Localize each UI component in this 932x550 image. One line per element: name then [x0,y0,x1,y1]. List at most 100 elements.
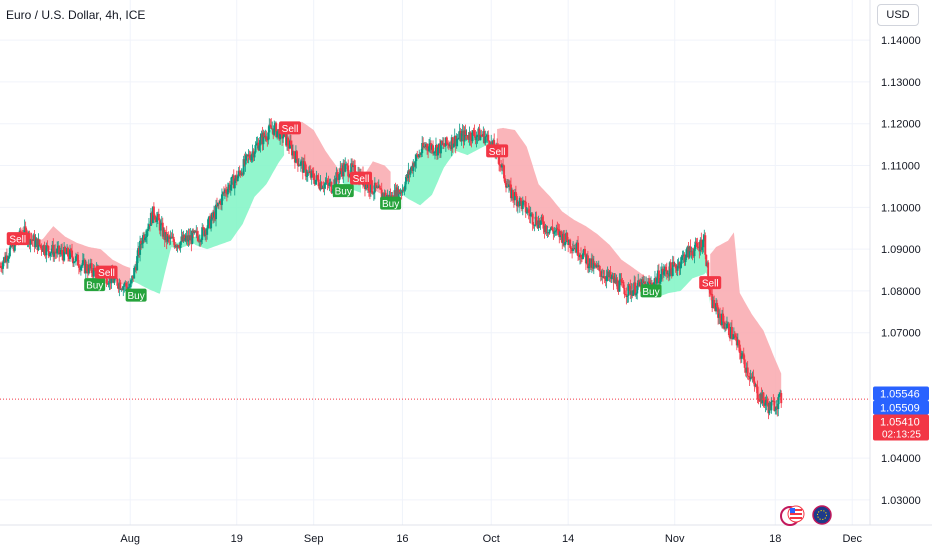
candle [723,315,726,330]
x-tick-label: Nov [665,533,685,545]
candle [487,130,490,142]
candle [555,224,558,236]
candle [676,259,679,277]
candle [53,244,56,262]
candle [71,256,74,267]
candle [79,264,82,276]
buy-signal[interactable]: Buy [332,184,354,198]
buy-signal[interactable]: Buy [125,288,147,303]
candle [674,263,677,273]
sell-signal[interactable]: Sell [350,171,373,186]
ideas-icons[interactable] [780,505,832,526]
candle [418,149,421,158]
candle [63,242,66,262]
candle [749,369,752,382]
candle [255,136,258,146]
trend-band-up [390,134,498,206]
candle [92,264,95,281]
candle [618,273,621,292]
candle [422,137,425,150]
x-tick-label: Aug [120,533,140,545]
x-tick-label: 18 [769,533,781,545]
candle [725,316,728,330]
price-label-text: 1.05546 [880,388,920,400]
candle [207,217,210,230]
candle [766,396,769,407]
candle [713,295,716,309]
candle [157,208,160,221]
eu-flag-icon[interactable] [812,505,832,525]
signal-label: Sell [282,124,299,135]
candle [592,255,595,275]
candle [732,327,735,340]
candle [323,182,326,196]
sell-signal[interactable]: Sell [95,265,118,280]
candle [777,394,780,417]
candle [455,133,458,149]
price-axis[interactable]: 1.14000 1.13000 1.12000 1.11000 1.10000 1.090… [881,35,921,507]
signal-label: Buy [382,199,399,210]
candle [636,283,639,300]
candle [324,177,327,190]
candle [220,188,223,211]
candle [463,126,466,146]
candle [72,258,75,268]
candle [379,187,382,190]
candle [1,260,4,275]
buy-signal[interactable]: Buy [380,196,402,211]
candle [56,241,59,258]
candle [694,237,697,251]
candle [317,173,320,189]
candle [469,131,472,146]
y-tick-label: 1.09000 [881,244,921,256]
candle [52,238,55,262]
candle [521,196,524,216]
y-tick-label: 1.08000 [881,286,921,298]
candle [691,247,694,261]
candle [440,140,443,146]
candle [671,255,674,277]
candle [514,185,517,197]
sell-signal[interactable]: Sell [6,232,29,246]
candle [233,178,236,196]
x-tick-label: Oct [483,533,500,545]
candle [524,196,527,218]
candle [551,219,554,232]
candle [412,159,415,178]
candle [770,397,773,414]
candle [464,124,467,140]
candle [634,276,637,297]
candle [579,247,582,264]
candle [434,150,436,160]
candle [447,140,450,151]
candle [626,295,629,303]
time-axis[interactable]: Aug 19 Sep 16 Oct 14 Nov 18 Dec [120,533,862,545]
buy-signal[interactable]: Buy [84,278,106,292]
sell-signal[interactable]: Sell [279,121,301,135]
candle [569,238,572,254]
candle [476,134,479,144]
candle [302,157,305,173]
signal-label: Buy [86,281,103,292]
candle [145,229,148,245]
candle [253,151,256,161]
candle [254,141,257,154]
candle [201,223,204,244]
sell-signal[interactable]: Sell [486,144,509,158]
y-tick-label: 1.14000 [881,35,921,47]
us-flag-icon[interactable] [780,505,805,526]
signal-label: Sell [9,235,26,246]
sell-signal[interactable]: Sell [699,276,722,290]
trend-band-down [284,121,344,187]
buy-signal[interactable]: Buy [640,284,662,298]
candle [159,219,162,237]
signal-label: Buy [642,287,659,298]
candle [535,211,538,227]
candle [753,376,756,392]
trend-band-down [710,232,782,408]
candle [34,233,37,249]
candle [442,137,445,149]
currency-button[interactable]: USD [877,4,919,26]
candle [290,140,293,160]
